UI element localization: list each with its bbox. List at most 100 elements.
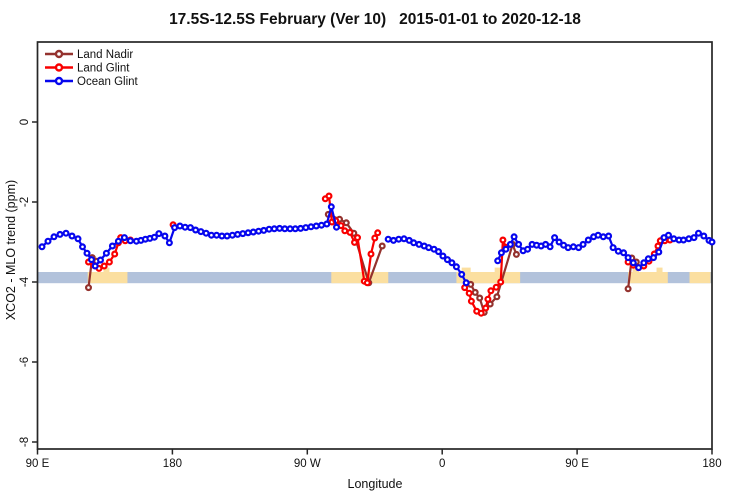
data-point-ocean-glint (249, 228, 257, 236)
x-tick-label: 90 W (294, 458, 321, 470)
data-point-ocean-glint (506, 240, 514, 248)
data-point-ocean-glint (458, 270, 466, 278)
legend: Land Nadir Land Glint Ocean Glint (45, 49, 139, 88)
data-point-ocean-glint (390, 236, 398, 244)
data-point-land-glint (346, 228, 354, 236)
data-point-ocean-glint (624, 254, 632, 262)
data-point-ocean-glint (439, 252, 447, 260)
data-point-ocean-glint (120, 234, 128, 242)
data-point-ocean-glint (307, 223, 315, 231)
data-point-ocean-glint (497, 249, 505, 257)
land-patch (456, 272, 521, 284)
chart-title: 17.5S-12.5S February (Ver 10) 2015-01-01… (169, 11, 581, 28)
data-point-ocean-glint (318, 221, 326, 229)
data-point-ocean-glint (694, 229, 702, 237)
data-point-land-glint (467, 297, 475, 305)
data-point-ocean-glint (579, 240, 587, 248)
data-point-ocean-glint (620, 249, 628, 257)
data-point-ocean-glint (297, 224, 305, 232)
data-point-ocean-glint (102, 249, 110, 257)
plot-area: 90 E 180 90 W 0 90 E 180 0 -2 -4 -6 -8 (19, 41, 722, 470)
data-point-ocean-glint (410, 239, 418, 247)
data-point-land-nadir (342, 219, 350, 227)
data-point-ocean-glint (62, 229, 70, 237)
legend-label: Land Glint (77, 63, 130, 75)
data-point-ocean-glint (569, 243, 577, 251)
data-point-ocean-glint (594, 231, 602, 239)
data-point-ocean-glint (664, 231, 672, 239)
land-patch (689, 272, 711, 284)
data-point-ocean-glint (276, 224, 284, 232)
data-point-ocean-glint (690, 234, 698, 242)
data-point-ocean-glint (609, 244, 617, 252)
data-point-ocean-glint (510, 233, 518, 241)
data-point-ocean-glint (155, 230, 163, 238)
data-point-land-glint (363, 279, 371, 287)
data-point-ocean-glint (312, 222, 320, 230)
data-point-land-nadir (471, 288, 479, 296)
data-point-land-glint (111, 250, 119, 258)
data-point-ocean-glint (255, 227, 263, 235)
data-point-ocean-glint (400, 235, 408, 243)
data-point-ocean-glint (171, 224, 179, 232)
legend-item-land-glint: Land Glint (45, 63, 130, 75)
data-point-ocean-glint (239, 230, 247, 238)
land-patch-bump (103, 267, 110, 272)
data-point-ocean-glint (281, 225, 289, 233)
data-point-land-nadir (512, 250, 520, 258)
data-point-ocean-glint (56, 230, 64, 238)
data-point-ocean-glint (494, 257, 502, 265)
legend-item-land-nadir: Land Nadir (45, 49, 133, 61)
data-point-ocean-glint (515, 240, 523, 248)
data-point-ocean-glint (126, 237, 134, 245)
land-patch-bump (461, 267, 471, 272)
data-point-ocean-glint (524, 245, 532, 253)
data-point-ocean-glint (655, 248, 663, 256)
data-point-ocean-glint (448, 259, 456, 267)
data-point-ocean-glint (176, 222, 184, 230)
data-point-ocean-glint (291, 225, 299, 233)
data-point-land-glint (497, 278, 505, 286)
data-point-ocean-glint (228, 231, 236, 239)
data-point-ocean-glint (302, 224, 310, 232)
land-patch (628, 272, 668, 284)
data-point-land-glint (341, 227, 349, 235)
data-point-land-glint (465, 289, 473, 297)
data-point-land-glint (351, 238, 359, 246)
data-point-ocean-glint (452, 263, 460, 271)
data-point-ocean-glint (270, 225, 278, 233)
data-point-ocean-glint (108, 242, 116, 250)
data-point-ocean-glint (87, 256, 95, 264)
land-patch-bump (494, 267, 501, 272)
data-point-ocean-glint (546, 243, 554, 251)
land-patch-bump (632, 267, 639, 272)
data-point-ocean-glint (192, 226, 200, 234)
data-point-ocean-glint (327, 203, 335, 211)
data-point-ocean-glint (78, 243, 86, 251)
x-tick-label: 180 (702, 458, 721, 470)
data-point-land-nadir (624, 285, 632, 293)
data-point-ocean-glint (599, 233, 607, 241)
data-point-ocean-glint (91, 262, 99, 270)
data-point-land-nadir (84, 284, 92, 292)
legend-item-ocean-glint: Ocean Glint (45, 76, 139, 88)
data-point-ocean-glint (564, 244, 572, 252)
data-point-ocean-glint (670, 235, 678, 243)
data-point-ocean-glint (708, 238, 716, 246)
y-tick-label: 0 (19, 119, 31, 125)
data-point-ocean-glint (234, 230, 242, 238)
legend-label: Land Nadir (77, 49, 133, 61)
data-point-ocean-glint (395, 235, 403, 243)
data-point-ocean-glint (265, 225, 273, 233)
x-tick-label: 0 (439, 458, 445, 470)
data-point-ocean-glint (286, 225, 294, 233)
data-point-land-glint (354, 234, 362, 242)
legend-open-circle-icon (54, 63, 64, 72)
data-point-land-glint (499, 236, 507, 244)
data-point-ocean-glint (50, 233, 58, 241)
data-point-ocean-glint (244, 229, 252, 237)
data-point-ocean-glint (181, 223, 189, 231)
data-point-ocean-glint (685, 235, 693, 243)
